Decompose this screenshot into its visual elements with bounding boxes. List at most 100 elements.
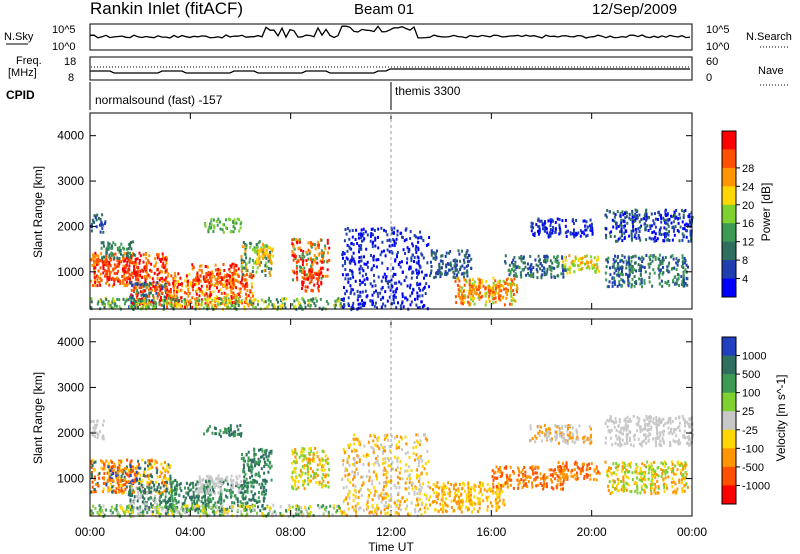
scatter-cell	[541, 222, 544, 225]
scatter-cell	[350, 308, 353, 312]
scatter-cell	[309, 447, 312, 450]
scatter-cell	[99, 259, 102, 263]
scatter-cell	[396, 255, 398, 259]
scatter-cell	[460, 286, 463, 290]
scatter-cell	[402, 248, 405, 252]
scatter-cell	[261, 455, 264, 459]
scatter-cell	[152, 280, 155, 284]
scatter-cell	[668, 239, 671, 242]
scatter-cell	[212, 230, 215, 233]
scatter-cell	[316, 451, 319, 455]
scatter-cell	[247, 450, 250, 454]
scatter-cell	[176, 304, 179, 308]
scatter-cell	[226, 511, 229, 515]
scatter-cell	[90, 509, 93, 513]
scatter-cell	[430, 260, 432, 264]
scatter-cell	[110, 270, 113, 274]
scatter-cell	[522, 261, 525, 265]
scatter-cell	[308, 451, 311, 455]
scatter-cell	[211, 305, 214, 309]
scatter-cell	[232, 479, 235, 482]
scatter-cell	[154, 459, 157, 463]
scatter-cell	[658, 268, 661, 272]
scatter-cell	[515, 284, 518, 288]
scatter-cell	[630, 234, 633, 238]
scatter-cell	[562, 269, 564, 273]
scatter-cell	[350, 287, 353, 291]
scatter-cell	[165, 302, 168, 306]
scatter-cell	[194, 299, 197, 303]
scatter-cell	[163, 285, 166, 289]
scatter-cell	[305, 289, 308, 293]
scatter-cell	[274, 512, 277, 516]
scatter-cell	[266, 304, 269, 308]
scatter-cell	[381, 451, 384, 455]
scatter-cell	[220, 297, 223, 301]
scatter-cell	[297, 239, 300, 242]
scatter-cell	[305, 273, 308, 277]
scatter-cell	[101, 255, 104, 259]
scatter-cell	[147, 464, 150, 468]
scatter-cell	[260, 249, 263, 252]
scatter-cell	[459, 265, 462, 269]
scatter-cell	[613, 276, 616, 280]
scatter-cell	[96, 284, 99, 288]
scatter-cell	[160, 303, 163, 307]
scatter-cell	[674, 275, 677, 279]
scatter-cell	[103, 244, 105, 248]
scatter-cell	[678, 239, 681, 243]
scatter-cell	[179, 304, 182, 308]
scatter-cell	[129, 253, 132, 257]
scatter-cell	[167, 477, 170, 481]
scatter-cell	[155, 302, 158, 306]
scatter-cell	[589, 227, 592, 231]
scatter-cell	[250, 498, 253, 502]
scatter-cell	[217, 480, 220, 484]
scatter-cell	[269, 300, 272, 303]
scatter-cell	[315, 277, 318, 281]
scatter-cell	[498, 281, 501, 285]
scatter-cell	[296, 276, 299, 280]
scatter-cell	[180, 289, 183, 293]
scatter-cell	[304, 507, 307, 511]
scatter-cell	[110, 473, 113, 477]
scatter-cell	[242, 470, 245, 474]
scatter-cell	[156, 502, 159, 506]
scatter-cell	[393, 281, 396, 285]
scatter-cell	[142, 292, 145, 296]
scatter-cell	[143, 266, 146, 270]
scatter-cell	[139, 466, 142, 470]
scatter-cell	[348, 229, 351, 233]
scatter-cell	[249, 241, 252, 245]
scatter-cell	[242, 284, 244, 288]
scatter-cell	[405, 238, 408, 242]
scatter-cell	[169, 477, 172, 480]
scatter-cell	[267, 267, 270, 270]
scatter-cell	[538, 230, 541, 234]
scatter-cell	[170, 489, 173, 492]
scatter-cell	[219, 297, 222, 301]
scatter-cell	[504, 254, 507, 258]
scatter-cell	[95, 225, 98, 229]
scatter-cell	[161, 280, 164, 284]
scatter-cell	[225, 274, 228, 278]
scatter-cell	[301, 465, 304, 469]
scatter-cell	[264, 482, 267, 486]
scatter-cell	[249, 296, 252, 300]
scatter-cell	[296, 241, 299, 245]
scatter-cell	[189, 284, 192, 287]
scatter-cell	[437, 269, 440, 273]
scatter-cell	[402, 305, 405, 309]
scatter-cell	[301, 252, 304, 256]
scatter-cell	[400, 282, 403, 286]
scatter-cell	[170, 485, 173, 489]
scatter-cell	[164, 283, 167, 287]
scatter-cell	[263, 496, 266, 500]
scatter-cell	[613, 215, 616, 219]
scatter-cell	[417, 236, 420, 240]
scatter-cell	[657, 210, 660, 214]
scatter-cell	[541, 223, 544, 227]
scatter-cell	[463, 283, 466, 287]
scatter-cell	[264, 306, 267, 310]
scatter-cell	[102, 423, 104, 427]
